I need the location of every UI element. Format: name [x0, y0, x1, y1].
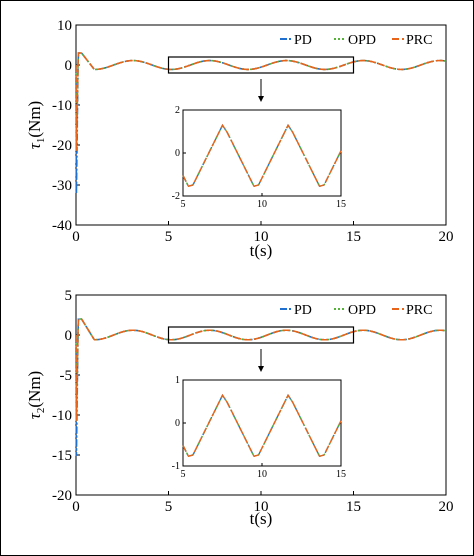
- tau2-inset-series-prc: [182, 393, 342, 458]
- tau1-inset-series-prc: [182, 123, 342, 188]
- tau1-inset-ytick-label: 0: [175, 148, 180, 159]
- tau2-ytick-label: -10: [52, 408, 72, 424]
- tau1-legend-label-pd: PD: [294, 33, 312, 48]
- tau2-xlabel: t(s): [250, 509, 273, 528]
- tau2-inset-xtick-label: 15: [336, 469, 346, 480]
- tau2-ylabel-unit: (Nm): [25, 371, 44, 408]
- tau2-ytick-label: -5: [60, 368, 73, 384]
- tau2-xtick-label: 15: [346, 499, 361, 515]
- tau2-xtick-label: 0: [72, 499, 80, 515]
- tau1-ytick-label: -40: [52, 218, 72, 234]
- tau2-ylabel-symbol: τ: [25, 412, 44, 419]
- tau2-series-prc: [75, 318, 447, 421]
- tau2-zoom-box: [167, 326, 355, 344]
- tau1-ylabel: τ1(Nm): [25, 101, 47, 149]
- tau1-ytick-label: -10: [52, 98, 72, 114]
- tau2-ylabel-sub: 2: [35, 408, 47, 414]
- tau2-ytick-label: 0: [65, 328, 73, 344]
- tau2-ylabel: τ2(Nm): [25, 371, 47, 419]
- tau1-zoom-arrowhead: [258, 96, 264, 102]
- tau2-inset-ytick-label: 0: [175, 418, 180, 429]
- tau1-ytick-label: 0: [65, 58, 73, 74]
- tau1-ytick-label: -20: [52, 138, 72, 154]
- tau1-xlabel: t(s): [250, 241, 273, 260]
- tau1-xtick-label: 5: [165, 229, 173, 245]
- tau2-xtick-label: 10: [254, 499, 269, 515]
- tau1-legend-label-prc: PRC: [406, 33, 432, 48]
- tau1-inset-xtick-label: 5: [181, 199, 186, 210]
- tau2-ytick-label: -20: [52, 488, 72, 504]
- tau1-xtick-label: 15: [346, 229, 361, 245]
- tau1-ytick-label: -30: [52, 178, 72, 194]
- tau2-legend-label-opd: OPD: [348, 303, 376, 318]
- tau1-zoom-box: [167, 56, 355, 74]
- tau1-inset-xtick-label: 10: [257, 199, 267, 210]
- tau2-ytick-label: 5: [65, 288, 73, 304]
- tau1-series-prc: [75, 52, 447, 151]
- tau1-xtick-label: 20: [439, 229, 454, 245]
- tau1-ylabel-sub: 1: [35, 138, 47, 144]
- tau2-xtick-label: 5: [165, 499, 173, 515]
- tau2-inset-ytick-label: 1: [175, 375, 180, 386]
- tau2-legend-label-pd: PD: [294, 303, 312, 318]
- tau2-inset-xtick-label: 5: [181, 469, 186, 480]
- tau1-ytick-label: 10: [57, 18, 72, 34]
- tau1-series-pd: [75, 52, 447, 194]
- tau1-legend-label-opd: OPD: [348, 33, 376, 48]
- tau2-legend-label-prc: PRC: [406, 303, 432, 318]
- tau2-ytick-label: -15: [52, 448, 72, 464]
- tau2-inset-xtick-label: 10: [257, 469, 267, 480]
- tau2-zoom-arrowhead: [258, 366, 264, 372]
- tau1-inset-xtick-label: 15: [336, 199, 346, 210]
- tau1-inset-ytick-label: -2: [172, 191, 180, 202]
- tau1-ylabel-unit: (Nm): [25, 101, 44, 138]
- tau1-xtick-label: 0: [72, 229, 80, 245]
- tau2-inset-ytick-label: -1: [172, 461, 180, 472]
- tau1-inset-ytick-label: 2: [175, 105, 180, 116]
- tau1-ylabel-symbol: τ: [25, 142, 44, 149]
- tau2-xtick-label: 20: [439, 499, 454, 515]
- tau1-xtick-label: 10: [254, 229, 269, 245]
